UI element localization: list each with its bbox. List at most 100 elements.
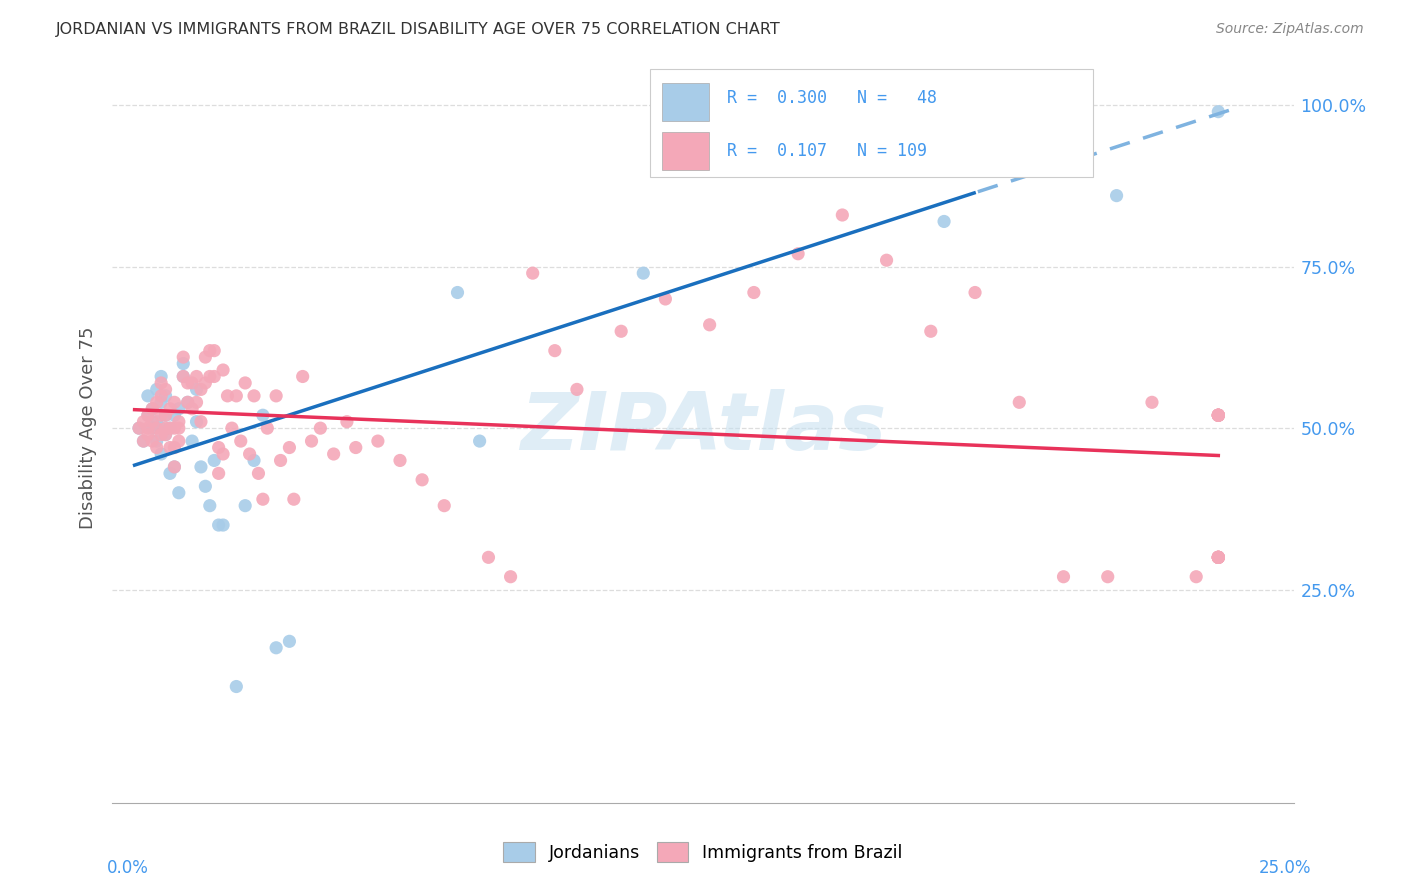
Point xyxy=(1208,409,1230,423)
Point xyxy=(1208,550,1230,565)
Point xyxy=(176,395,198,409)
Point xyxy=(225,389,247,403)
Point xyxy=(252,492,274,507)
Point xyxy=(163,459,186,474)
Point xyxy=(845,118,868,132)
Point xyxy=(477,550,499,565)
Point xyxy=(411,473,433,487)
Point xyxy=(194,479,217,493)
Point xyxy=(198,369,221,384)
Point xyxy=(150,421,173,435)
Point xyxy=(247,467,270,481)
Point xyxy=(1208,409,1230,423)
Point xyxy=(150,447,173,461)
Point xyxy=(155,421,177,435)
Point xyxy=(145,421,167,435)
Point xyxy=(145,434,167,448)
Point xyxy=(208,441,231,455)
Point xyxy=(186,383,208,397)
Point xyxy=(1208,550,1230,565)
Bar xyxy=(662,84,709,121)
Point xyxy=(202,453,225,467)
Point xyxy=(264,389,287,403)
Point xyxy=(336,415,359,429)
Point xyxy=(221,421,243,435)
Point xyxy=(145,395,167,409)
Point xyxy=(831,208,853,222)
Point xyxy=(742,285,765,300)
Point xyxy=(194,376,217,390)
Point xyxy=(1208,550,1230,565)
Point xyxy=(239,447,262,461)
Point xyxy=(1208,550,1230,565)
Point xyxy=(264,640,287,655)
Point xyxy=(186,369,208,384)
Point xyxy=(172,357,194,371)
Point xyxy=(229,434,252,448)
Point xyxy=(159,421,181,435)
Point xyxy=(150,376,173,390)
Point xyxy=(155,389,177,403)
Point xyxy=(150,369,173,384)
Text: R =  0.300   N =   48: R = 0.300 N = 48 xyxy=(727,89,936,107)
Point xyxy=(565,383,588,397)
Point xyxy=(1052,570,1074,584)
Point xyxy=(145,415,167,429)
Point xyxy=(167,401,190,416)
Point xyxy=(150,409,173,423)
Point xyxy=(186,395,208,409)
Text: 0.0%: 0.0% xyxy=(107,859,149,877)
Point xyxy=(633,266,655,280)
Point xyxy=(186,415,208,429)
Point xyxy=(1140,395,1163,409)
Point xyxy=(212,447,235,461)
Point xyxy=(163,421,186,435)
Point xyxy=(150,427,173,442)
Point xyxy=(208,518,231,533)
Point xyxy=(1185,570,1208,584)
Point xyxy=(212,363,235,377)
Point xyxy=(172,369,194,384)
Point xyxy=(141,434,163,448)
Point xyxy=(145,383,167,397)
Point xyxy=(136,389,159,403)
Text: 25.0%: 25.0% xyxy=(1258,859,1312,877)
Point xyxy=(256,421,278,435)
Point xyxy=(920,324,942,338)
Point xyxy=(787,246,810,260)
Point xyxy=(243,453,266,467)
Point xyxy=(167,485,190,500)
Point xyxy=(278,634,301,648)
Point xyxy=(155,409,177,423)
Point xyxy=(225,680,247,694)
Text: R =  0.107   N = 109: R = 0.107 N = 109 xyxy=(727,142,927,160)
Point xyxy=(141,401,163,416)
Text: Source: ZipAtlas.com: Source: ZipAtlas.com xyxy=(1216,22,1364,37)
Point xyxy=(202,343,225,358)
Point xyxy=(367,434,389,448)
Point xyxy=(136,421,159,435)
Point xyxy=(163,459,186,474)
Point xyxy=(155,427,177,442)
Point xyxy=(1105,188,1128,202)
Point xyxy=(190,383,212,397)
Point xyxy=(963,285,986,300)
Point xyxy=(190,415,212,429)
Point xyxy=(446,285,468,300)
Point xyxy=(544,343,567,358)
Point xyxy=(132,434,155,448)
Point xyxy=(208,467,231,481)
Point xyxy=(610,324,633,338)
Point xyxy=(176,395,198,409)
Point xyxy=(1208,550,1230,565)
Point xyxy=(468,434,491,448)
Point xyxy=(1208,409,1230,423)
Point xyxy=(155,427,177,442)
Point xyxy=(388,453,411,467)
Text: ZIPAtlas: ZIPAtlas xyxy=(520,389,886,467)
Point xyxy=(141,401,163,416)
Bar xyxy=(662,132,709,169)
Point xyxy=(252,409,274,423)
Point xyxy=(433,499,456,513)
Point xyxy=(150,395,173,409)
